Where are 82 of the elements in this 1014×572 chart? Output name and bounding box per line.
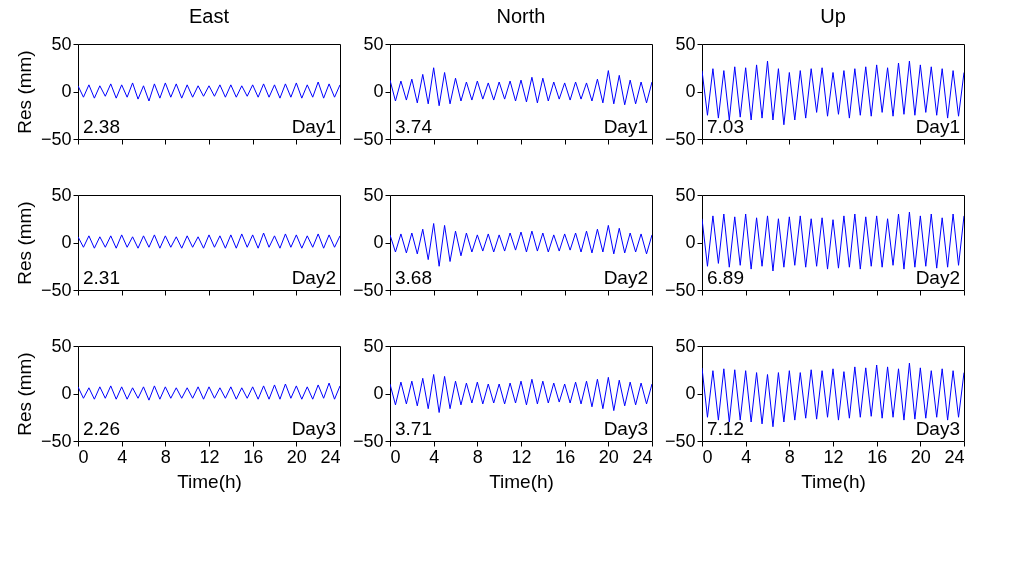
x-tick-label: 20 xyxy=(910,446,931,467)
annotation: Day3 xyxy=(603,418,648,439)
y-tick-label: −50 xyxy=(664,279,696,300)
x-tick-label: 8 xyxy=(160,446,171,467)
x-tick-label: 20 xyxy=(286,446,307,467)
chart-title: East xyxy=(188,5,230,27)
line-series xyxy=(702,211,964,272)
y-tick-label: 0 xyxy=(373,232,384,252)
annotation: 3.71 xyxy=(395,418,432,439)
annotation: Day2 xyxy=(915,267,960,288)
annotation: Day3 xyxy=(291,418,336,439)
annotation: 6.89 xyxy=(707,267,744,288)
y-tick-label: 0 xyxy=(685,232,696,252)
y-tick-label: 50 xyxy=(51,184,72,205)
line-series xyxy=(78,81,340,102)
x-tick-label: 24 xyxy=(320,446,341,467)
y-tick-label: 0 xyxy=(685,383,696,403)
y-tick-label: −50 xyxy=(352,128,384,149)
x-tick-label: 16 xyxy=(243,446,264,467)
y-tick-label: 50 xyxy=(51,335,72,356)
annotation: Day3 xyxy=(915,418,960,439)
x-tick-label: 4 xyxy=(741,446,752,467)
x-tick-label: 16 xyxy=(555,446,576,467)
annotation: 7.12 xyxy=(707,418,744,439)
y-tick-label: −50 xyxy=(40,430,72,451)
y-tick-label: 0 xyxy=(685,81,696,101)
x-tick-label: 0 xyxy=(702,446,713,467)
x-tick-label: 12 xyxy=(511,446,532,467)
x-tick-label: 8 xyxy=(472,446,483,467)
y-axis-title: Res (mm) xyxy=(13,352,35,436)
annotation: 7.03 xyxy=(707,116,744,137)
x-tick-label: 24 xyxy=(632,446,653,467)
y-tick-label: −50 xyxy=(664,430,696,451)
chart-title: North xyxy=(496,5,546,27)
x-tick-label: 0 xyxy=(78,446,89,467)
y-axis-title: Res (mm) xyxy=(13,201,35,285)
y-tick-label: −50 xyxy=(40,128,72,149)
y-tick-label: 0 xyxy=(61,383,72,403)
x-tick-label: 8 xyxy=(784,446,795,467)
y-tick-label: −50 xyxy=(352,279,384,300)
x-tick-label: 4 xyxy=(117,446,128,467)
x-tick-label: 0 xyxy=(390,446,401,467)
annotation: Day2 xyxy=(603,267,648,288)
chart-title: Up xyxy=(820,5,846,27)
annotation: Day1 xyxy=(291,116,336,137)
y-tick-label: 50 xyxy=(363,335,384,356)
y-tick-label: −50 xyxy=(352,430,384,451)
x-tick-label: 16 xyxy=(867,446,888,467)
x-tick-label: 4 xyxy=(429,446,440,467)
line-series xyxy=(78,232,340,249)
y-tick-label: 0 xyxy=(61,232,72,252)
y-axis-title: Res (mm) xyxy=(13,50,35,134)
x-axis-title: Time(h) xyxy=(489,470,554,492)
line-series xyxy=(78,382,340,401)
annotation: Day1 xyxy=(915,116,960,137)
y-tick-label: −50 xyxy=(664,128,696,149)
y-tick-label: 0 xyxy=(61,81,72,101)
annotation: Day1 xyxy=(603,116,648,137)
annotation: 2.31 xyxy=(83,267,120,288)
annotation: Day2 xyxy=(291,267,336,288)
line-series xyxy=(390,67,652,107)
y-tick-label: 50 xyxy=(675,184,696,205)
y-tick-label: 50 xyxy=(675,33,696,54)
x-tick-label: 12 xyxy=(199,446,220,467)
y-tick-label: 50 xyxy=(51,33,72,54)
x-tick-label: 24 xyxy=(944,446,965,467)
annotation: 3.74 xyxy=(395,116,433,137)
line-series xyxy=(390,374,652,413)
x-axis-title: Time(h) xyxy=(801,470,866,492)
x-tick-label: 12 xyxy=(823,446,844,467)
x-axis-title: Time(h) xyxy=(177,470,242,492)
y-tick-label: −50 xyxy=(40,279,72,300)
y-tick-label: 0 xyxy=(373,383,384,403)
annotation: 2.38 xyxy=(83,116,120,137)
line-series xyxy=(390,223,652,267)
y-tick-label: 0 xyxy=(373,81,384,101)
x-tick-label: 20 xyxy=(598,446,619,467)
y-tick-label: 50 xyxy=(675,335,696,356)
annotation: 2.26 xyxy=(83,418,120,439)
y-tick-label: 50 xyxy=(363,33,384,54)
annotation: 3.68 xyxy=(395,267,432,288)
y-tick-label: 50 xyxy=(363,184,384,205)
